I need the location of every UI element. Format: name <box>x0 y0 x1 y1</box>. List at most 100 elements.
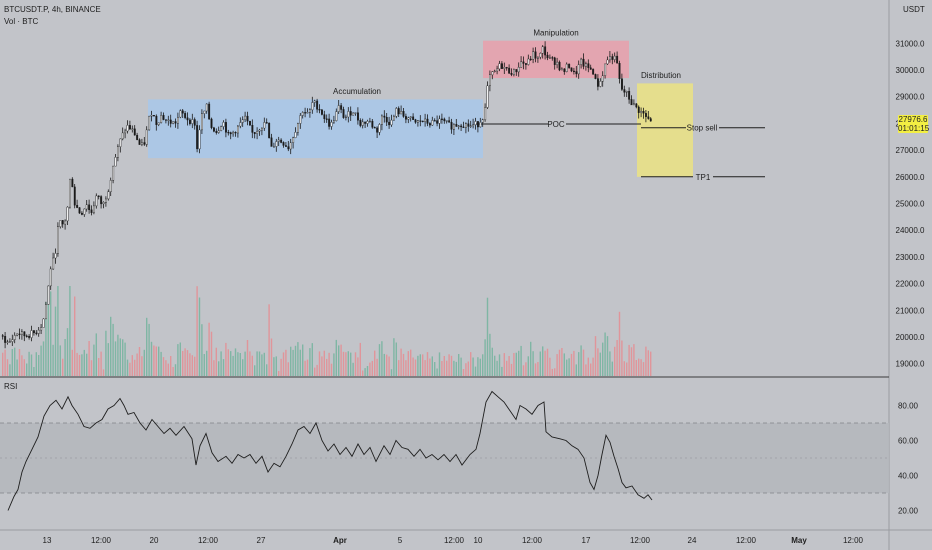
candle-body <box>181 110 184 114</box>
volume-bar <box>198 297 201 376</box>
volume-bar <box>506 360 508 376</box>
candle-body <box>124 130 127 134</box>
stop-sell-label: Stop sell <box>687 124 718 133</box>
volume-bar <box>162 357 165 376</box>
volume-bar <box>311 343 313 376</box>
candle-body <box>66 206 69 222</box>
volume-bar <box>424 360 426 376</box>
volume-bar <box>426 352 429 376</box>
candle-body <box>227 131 230 134</box>
candle-body <box>357 112 359 121</box>
candle-body <box>594 74 597 79</box>
volume-bar <box>419 354 421 376</box>
volume-bar <box>472 357 474 376</box>
candle-body <box>8 341 11 343</box>
volume-bar <box>354 352 357 376</box>
candle-body <box>525 63 527 65</box>
candle-body <box>292 137 295 143</box>
candle-body <box>565 63 568 72</box>
candle-body <box>520 61 523 68</box>
volume-bar <box>218 361 220 376</box>
candle-body <box>630 99 633 106</box>
candle-body <box>126 125 129 132</box>
candle-body <box>407 117 410 120</box>
volume-bar <box>412 357 414 376</box>
candle-body <box>390 119 393 126</box>
candle-body <box>378 124 381 133</box>
volume-bar <box>414 359 417 376</box>
volume-bar <box>52 344 54 376</box>
volume-bar <box>206 350 208 376</box>
volume-bar <box>177 344 179 376</box>
candle-body <box>498 63 501 70</box>
volume-bar <box>398 360 400 376</box>
candle-body <box>186 117 189 121</box>
rsi-tick-label: 60.00 <box>898 437 919 446</box>
volume-bar <box>496 360 498 376</box>
volume-bar <box>381 341 383 376</box>
candle-body <box>397 108 400 115</box>
volume-bar <box>273 357 275 376</box>
volume-bar <box>287 362 289 376</box>
candle-body <box>621 78 623 90</box>
bar-countdown: 01:01:15 <box>898 124 930 133</box>
volume-indicator-label[interactable]: Vol · BTC <box>4 17 39 26</box>
candle-body <box>193 119 196 126</box>
rsi-indicator-label[interactable]: RSI <box>4 382 18 391</box>
volume-bar <box>278 371 280 376</box>
price-tick-label: 24000.0 <box>896 226 925 235</box>
volume-bar <box>470 352 472 376</box>
candle-body <box>541 46 544 54</box>
volume-bar <box>330 363 333 376</box>
candle-body <box>570 67 573 72</box>
volume-bar <box>4 349 6 376</box>
volume-bar <box>54 306 57 376</box>
price-tick-label: 30000.0 <box>896 66 925 75</box>
candle-body <box>513 69 515 75</box>
volume-bar <box>448 354 450 376</box>
volume-bar <box>350 352 352 376</box>
volume-bar <box>323 350 325 376</box>
volume-bar <box>594 336 597 376</box>
candle-body <box>515 69 518 73</box>
candle-body <box>534 51 537 59</box>
candle-body <box>421 120 424 123</box>
candle-body <box>493 70 496 73</box>
candle-body <box>385 116 388 123</box>
volume-bar <box>422 354 424 376</box>
price-tick-label: 26000.0 <box>896 173 925 182</box>
volume-bar <box>551 368 553 376</box>
volume-bar <box>566 359 568 376</box>
volume-bar <box>110 316 112 376</box>
symbol-line[interactable]: BTCUSDT.P, 4h, BINANCE <box>4 5 101 14</box>
volume-bar <box>599 352 601 376</box>
candle-body <box>160 115 163 124</box>
volume-bar <box>194 356 196 376</box>
candle-body <box>148 116 151 131</box>
volume-bar <box>364 368 366 376</box>
volume-bar <box>2 352 4 376</box>
time-tick-label: 27 <box>257 536 266 545</box>
rsi-tick-label: 40.00 <box>898 472 919 481</box>
volume-bar <box>352 362 354 376</box>
price-tick-label: 22000.0 <box>896 280 925 289</box>
volume-bar <box>321 356 323 376</box>
candle-body <box>445 120 448 122</box>
volume-bar <box>438 352 441 376</box>
candle-body <box>462 126 465 128</box>
candle-body <box>479 122 482 128</box>
volume-bar <box>503 353 505 376</box>
candle-body <box>577 64 580 75</box>
volume-bar <box>335 339 337 376</box>
volume-bar <box>50 291 52 376</box>
candle-body <box>486 85 489 108</box>
candle-body <box>573 70 575 73</box>
candle-body <box>131 128 134 130</box>
volume-bar <box>328 352 330 376</box>
volume-bar <box>383 353 385 376</box>
volume-bar <box>342 351 345 376</box>
candle-body <box>316 100 319 110</box>
candle-body <box>25 335 28 337</box>
candle-body <box>405 116 407 120</box>
